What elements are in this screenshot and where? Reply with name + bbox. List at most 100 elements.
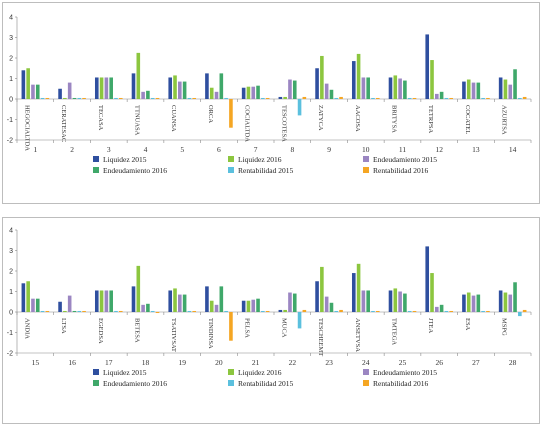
y-tick-label: -1 [7,117,13,124]
bar [481,97,485,99]
bar [430,60,434,99]
bar [449,97,454,99]
category-number: 24 [362,358,370,367]
bar [466,292,471,312]
bar [403,293,407,312]
bar [246,86,251,99]
category-number: 21 [252,358,260,367]
legend-swatch [363,167,369,173]
bar [315,68,319,99]
category-number: 22 [289,358,297,367]
legend-swatch [228,156,234,162]
bar [150,310,155,312]
bar [278,96,283,99]
legend-entry: Rentabilidad 2015 [238,166,293,175]
bar [329,89,334,99]
category-number: 23 [325,358,333,367]
bar [21,70,26,99]
bar [136,52,141,99]
category-label: TESCOTESA [280,105,287,142]
bar [118,310,123,312]
legend-swatch [93,167,99,173]
bar [508,84,513,99]
category-number: 5 [180,145,184,154]
category-number: 13 [472,145,480,154]
bar [155,312,160,314]
y-tick-label: 1 [9,76,13,83]
category-label: MUCA [280,318,287,338]
category-label: MSPG [501,318,508,336]
bar [209,87,214,99]
bar [58,301,62,312]
bar [168,77,173,99]
bar [375,97,380,99]
legend-entry: Liquidez 2016 [238,368,282,377]
bar [219,73,224,99]
bar [278,309,283,312]
chart-panel-top: 4 3 2 1 0 -1 -2 HEGOCIALTDA 1 CERATESAC 2 TECASA 3 TT… [2,2,540,204]
bar [329,302,334,312]
y-tick-label: 3 [9,248,13,255]
category-label: LTSA [60,318,67,334]
bar [366,77,370,99]
bar [476,82,481,99]
bar [67,82,72,99]
bar [462,294,466,312]
legend-entry: Endeudamiento 2015 [373,155,437,164]
legend-entry: Liquidez 2016 [238,155,282,164]
bar [63,310,67,312]
bar [435,93,439,99]
category-number: 25 [399,358,407,367]
bar [334,310,339,312]
y-tick-label: 3 [9,35,13,42]
bar [361,77,366,99]
category-number: 14 [509,145,517,154]
bar [466,79,471,99]
bar [476,294,481,312]
bar [366,290,370,312]
bar [192,310,197,312]
bar [522,96,527,99]
bar [72,310,77,312]
bar [265,97,270,99]
bar [131,73,136,99]
bar [21,283,26,312]
bar [398,78,402,99]
legend-swatch [363,369,369,375]
bar [324,83,329,99]
bar [192,97,197,99]
bar [141,304,145,312]
bar [292,293,297,312]
chart-bottom-svg: 43210-1-2ANDIA15LTSA16EGEDSA17BETESA18TS… [7,228,532,388]
category-label: TTNUASA [134,105,141,136]
category-label: TSATIVSAT [170,318,177,352]
bar [498,290,503,312]
category-number: 26 [435,358,443,367]
legend-entry: Liquidez 2015 [103,368,147,377]
bar [288,79,292,99]
category-label: AACOSA [354,105,361,132]
bar [141,91,145,99]
bar [444,97,449,99]
bar [339,309,343,312]
category-label: ESA [464,318,471,331]
bar [297,312,302,329]
bar [82,310,86,312]
bar [58,88,62,99]
bar [182,81,187,99]
y-tick-label: 0 [9,97,13,104]
bar [407,310,412,312]
bar [498,77,503,99]
category-number: 1 [33,145,37,154]
bar [302,96,307,99]
category-label: TECASA [97,105,104,131]
category-label: EGEDSA [97,318,104,344]
category-label: TMTEGA [391,318,398,345]
bar [241,87,246,99]
bar [45,310,50,312]
bar [256,85,260,99]
category-number: 8 [290,145,294,154]
bar [205,73,209,99]
bar [471,295,476,312]
